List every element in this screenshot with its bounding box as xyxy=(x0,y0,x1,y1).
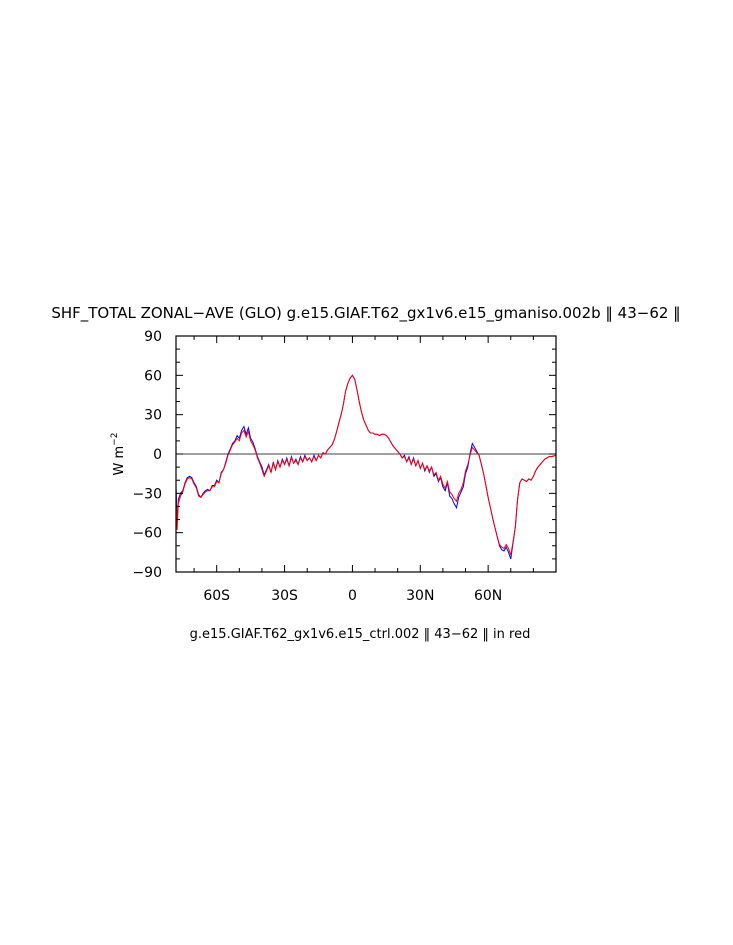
y-tick-label: −60 xyxy=(132,526,162,542)
chart-subtitle: g.e15.GIAF.T62_gx1v6.e15_ctrl.002 ‖ 43−6… xyxy=(190,627,531,642)
y-tick-label: 0 xyxy=(153,447,162,463)
plot-frame xyxy=(175,335,557,573)
x-tick-label: 0 xyxy=(348,588,357,604)
y-tick-label: 30 xyxy=(144,408,162,424)
ticks-layer: 90 60 30 0 −30 −60 −90 60S 30S 0 30N 60N xyxy=(132,329,556,604)
chart-title: SHF_TOTAL ZONAL−AVE (GLO) g.e15.GIAF.T62… xyxy=(51,304,680,323)
x-tick-label: 60N xyxy=(474,588,502,604)
y-tick-label: 60 xyxy=(144,368,162,384)
x-tick-label: 60S xyxy=(203,588,230,604)
y-axis-label-exponent: −2 xyxy=(110,433,120,446)
y-axis-label: W m−2 xyxy=(110,433,127,476)
y-axis-label-text: W m xyxy=(112,446,127,476)
x-tick-label: 30N xyxy=(406,588,434,604)
series-layer xyxy=(175,374,557,560)
series-line-2 xyxy=(175,374,557,556)
y-tick-label: 90 xyxy=(144,329,162,345)
y-tick-label: −90 xyxy=(132,565,162,581)
series-line-1 xyxy=(175,374,557,560)
y-tick-label: −30 xyxy=(132,486,162,502)
x-tick-label: 30S xyxy=(271,588,298,604)
